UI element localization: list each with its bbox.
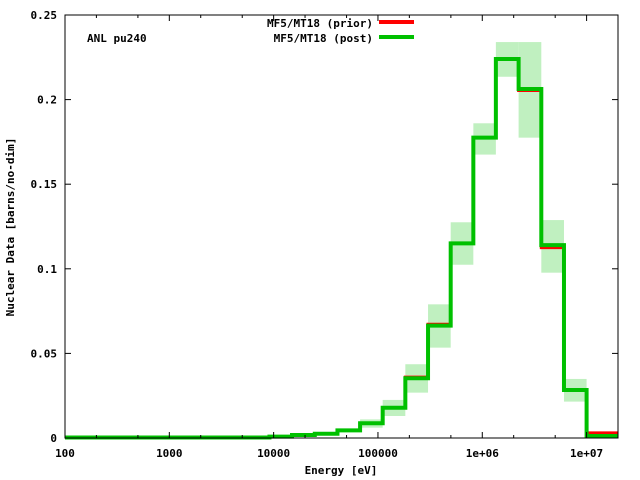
uncertainty-bands bbox=[292, 42, 618, 437]
plot-frame bbox=[64, 14, 619, 439]
x-tick-label: 100 bbox=[55, 447, 75, 460]
y-tick-label: 0.15 bbox=[31, 178, 58, 191]
legend-label-post: MF5/MT18 (post) bbox=[274, 32, 373, 45]
y-axis-label: Nuclear Data [barns/no-dim] bbox=[4, 138, 17, 317]
axis-ticks: 100 1000 10000 100000 1e+06 1e+07 0 0.05 0.1 0.15… bbox=[31, 9, 618, 460]
x-tick-label: 1e+07 bbox=[570, 447, 603, 460]
legend-label-prior: MF5/MT18 (prior) bbox=[267, 17, 373, 30]
y-tick-label: 0.25 bbox=[31, 9, 58, 22]
y-tick-label: 0 bbox=[50, 432, 57, 445]
annotation-label: ANL pu240 bbox=[87, 32, 147, 45]
y-tick-label: 0.1 bbox=[37, 263, 57, 276]
y-tick-label: 0.05 bbox=[31, 347, 58, 360]
x-tick-label: 100000 bbox=[358, 447, 398, 460]
x-tick-label: 1e+06 bbox=[466, 447, 499, 460]
x-axis-label: Energy [eV] bbox=[305, 464, 378, 477]
series-lines bbox=[65, 56, 618, 440]
x-tick-label: 1000 bbox=[156, 447, 183, 460]
legend: MF5/MT18 (prior) MF5/MT18 (post) bbox=[267, 17, 414, 45]
y-tick-label: 0.2 bbox=[37, 94, 57, 107]
series-line-post bbox=[65, 56, 618, 440]
x-tick-label: 10000 bbox=[257, 447, 290, 460]
